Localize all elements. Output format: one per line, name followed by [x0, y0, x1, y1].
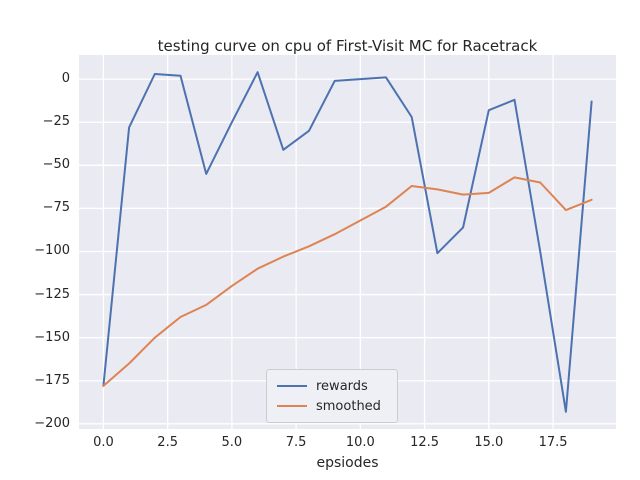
x-tick-label: 10.0 [345, 435, 375, 450]
legend-item-smoothed: smoothed [277, 396, 381, 416]
chart-title: testing curve on cpu of First-Visit MC f… [157, 37, 538, 55]
legend-item-rewards: rewards [277, 376, 381, 396]
legend-label-smoothed: smoothed [316, 398, 381, 414]
x-tick-label: 0.0 [93, 435, 114, 450]
axes-background [79, 55, 616, 429]
x-axis-label: epsiodes [316, 455, 379, 471]
x-tick-label: 12.5 [410, 435, 440, 450]
y-tick-label: 0 [61, 71, 70, 87]
series-line-rewards [102, 71, 593, 413]
y-tick-label: −100 [34, 243, 70, 259]
legend-line-swatch-rewards [277, 385, 307, 387]
y-tick-label: −150 [34, 329, 70, 345]
legend: rewards smoothed [266, 369, 398, 423]
series-line-smoothed [102, 176, 593, 387]
legend-label-rewards: rewards [316, 378, 368, 394]
y-tick-label: −75 [42, 200, 70, 216]
x-tick-label: 5.0 [221, 435, 243, 450]
x-tick-label: 7.5 [285, 435, 307, 450]
y-tick-label: −50 [42, 157, 70, 173]
y-tick-label: −175 [34, 372, 70, 388]
x-tick-label: 17.5 [538, 435, 568, 450]
y-tick-label: −125 [34, 286, 70, 302]
x-tick-label: 2.5 [157, 435, 178, 450]
y-tick-label: −25 [42, 114, 70, 130]
y-tick-label: −200 [34, 415, 70, 431]
legend-line-swatch-smoothed [277, 405, 307, 407]
x-tick-label: 15.0 [474, 435, 504, 450]
